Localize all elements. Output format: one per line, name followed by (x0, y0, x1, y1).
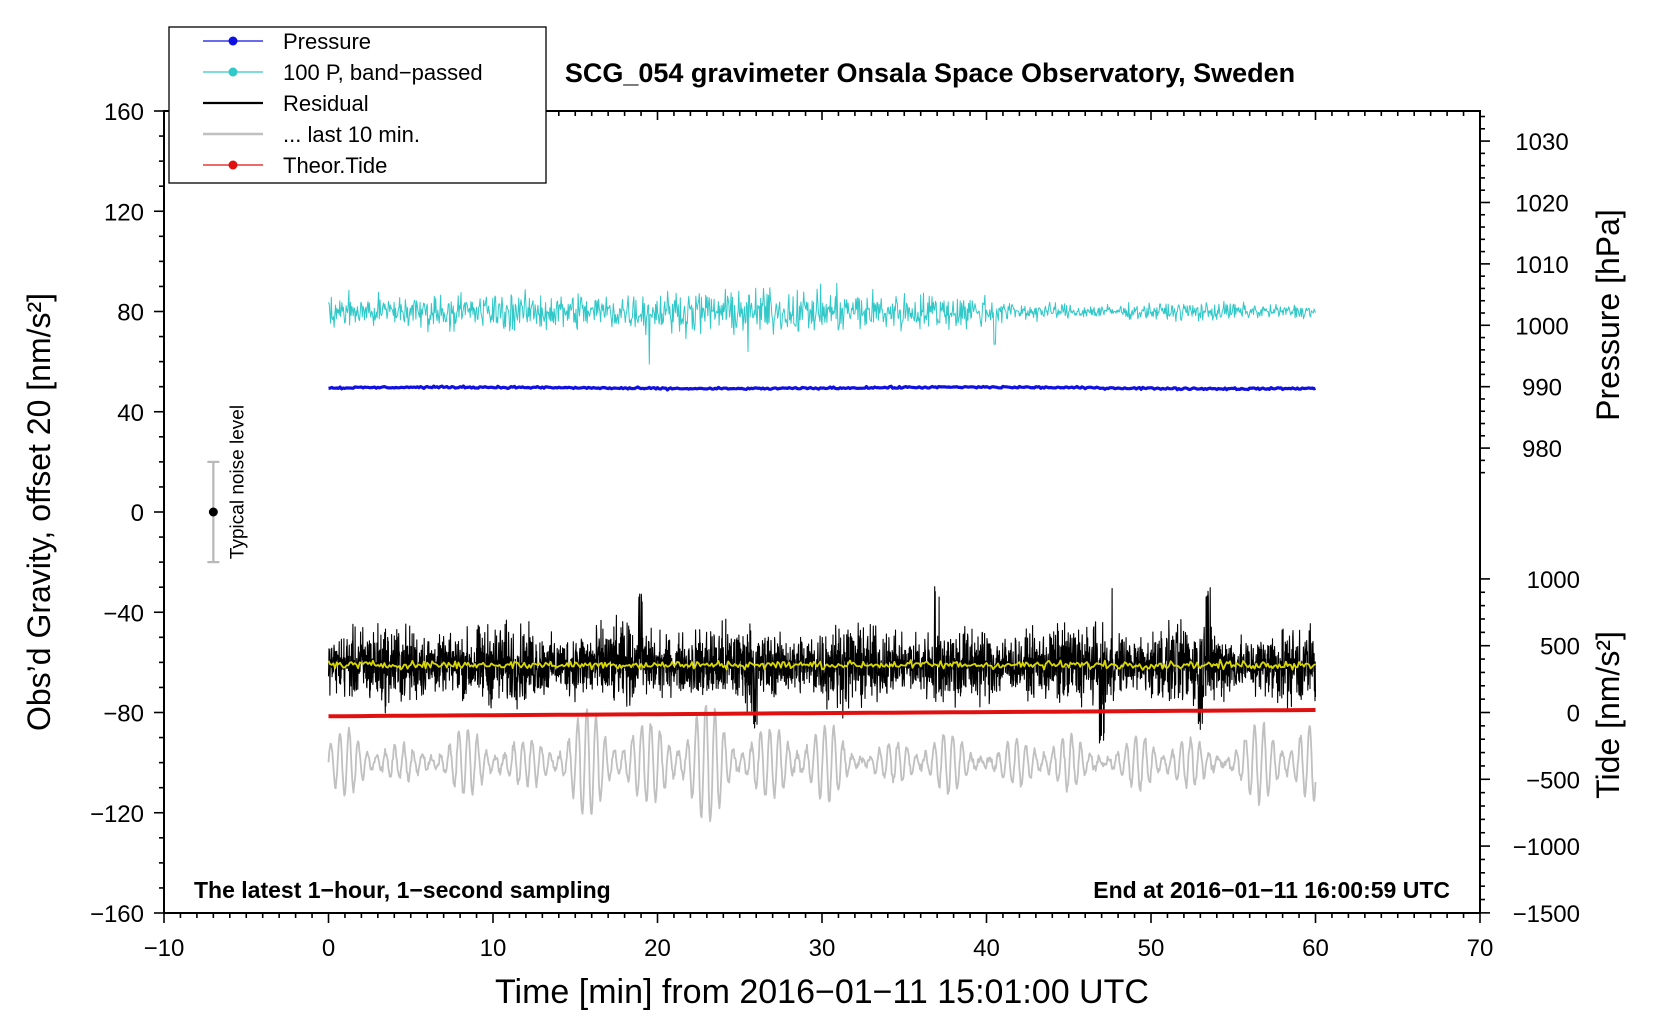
y-tick-label: 40 (117, 400, 144, 427)
x-tick-label: 60 (1302, 935, 1329, 962)
x-tick-label: 10 (480, 935, 507, 962)
legend-marker (228, 160, 238, 170)
tide-tick-label: 1000 (1527, 567, 1580, 594)
y-tick-label: 0 (131, 500, 144, 527)
tide-tick-label: 0 (1567, 701, 1580, 728)
tide-tick-label: −500 (1526, 767, 1580, 794)
x-tick-label: 70 (1467, 935, 1494, 962)
pressure-tick-label: 980 (1522, 436, 1562, 463)
y-tick-label: 160 (104, 99, 144, 126)
legend-marker (228, 67, 238, 77)
series-last-10-min (327, 704, 1317, 823)
chart-title: SCG_054 gravimeter Onsala Space Observat… (565, 58, 1295, 88)
noise-level-label: Typical noise level (227, 405, 248, 559)
x-tick-label: 30 (809, 935, 836, 962)
series-band-passed (328, 282, 1316, 365)
series-residual-smoothed (327, 658, 1316, 671)
series-residual (327, 586, 1317, 744)
y-axis-label-tide: Tide [nm/s²] (1590, 631, 1626, 799)
bottom-axis: −10 0 10 20 30 40 50 60 70 (144, 111, 1494, 962)
y-tick-label: −40 (103, 600, 144, 627)
y-tick-label: 120 (104, 199, 144, 226)
legend-label: 100 P, band−passed (283, 60, 483, 85)
series-theor-tide (328, 708, 1316, 719)
pressure-tick-label: 1010 (1515, 252, 1568, 279)
y-tick-label: −120 (90, 801, 144, 828)
x-tick-label: 0 (322, 935, 335, 962)
legend: Pressure 100 P, band−passed Residual ... la… (168, 26, 547, 184)
plot-series (327, 282, 1317, 823)
x-axis-label: Time [min] from 2016−01−11 15:01:00 UTC (495, 973, 1149, 1011)
x-tick-label: −10 (144, 935, 185, 962)
plot-frame (163, 110, 1481, 914)
y-tick-label: 80 (117, 300, 144, 327)
x-tick-label: 40 (973, 935, 1000, 962)
legend-label: Residual (283, 91, 369, 116)
x-tick-label: 50 (1138, 935, 1165, 962)
legend-label: Pressure (283, 29, 371, 54)
y-tick-label: −160 (90, 901, 144, 928)
right-axis: 1030 1020 1010 1000 990 980 1000 500 0 −500 −1000 −… (1480, 115, 1580, 928)
x-tick-label: 20 (644, 935, 671, 962)
y-axis-label-left: Obs’d Gravity, offset 20 [nm/s²] (21, 293, 57, 731)
tide-tick-label: −1500 (1513, 901, 1580, 928)
noise-level-bar (207, 460, 220, 564)
pressure-tick-label: 1020 (1515, 190, 1568, 217)
legend-label: ... last 10 min. (283, 122, 420, 147)
left-axis: 160 120 80 40 0 −40 −80 −120 −160 (90, 99, 164, 928)
series-pressure (328, 384, 1316, 392)
legend-label: Theor.Tide (283, 153, 387, 178)
annotation-sampling: The latest 1−hour, 1−second sampling (194, 877, 611, 903)
pressure-tick-label: 1000 (1515, 313, 1568, 340)
pressure-tick-label: 990 (1522, 375, 1562, 402)
noise-bar-center (208, 507, 218, 517)
tide-tick-label: 500 (1540, 634, 1580, 661)
pressure-tick-label: 1030 (1515, 129, 1568, 156)
y-axis-label-pressure: Pressure [hPa] (1590, 209, 1626, 421)
y-tick-label: −80 (103, 701, 144, 728)
tide-tick-label: −1000 (1513, 834, 1580, 861)
legend-marker (228, 36, 238, 46)
legend-box (168, 26, 547, 184)
annotation-end-time: End at 2016−01−11 16:00:59 UTC (1093, 877, 1450, 903)
